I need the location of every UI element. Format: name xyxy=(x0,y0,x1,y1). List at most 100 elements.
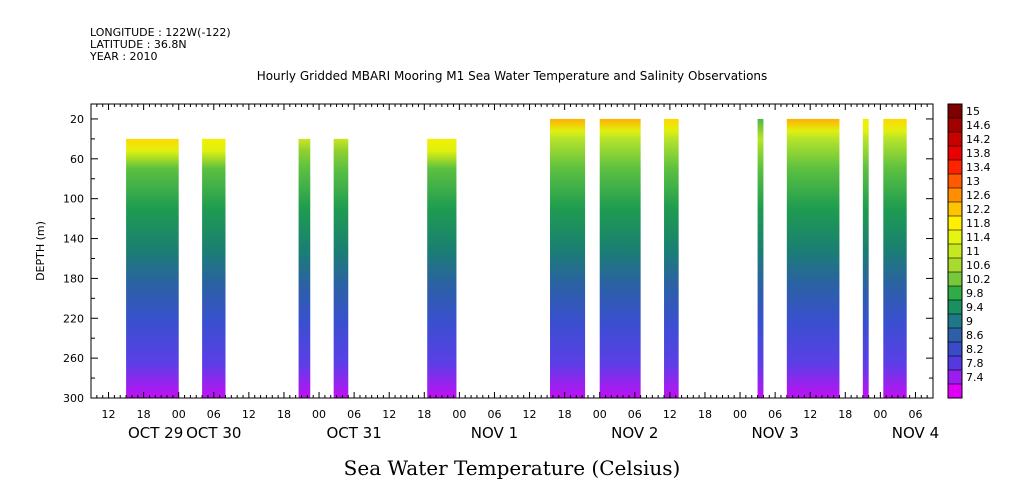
x-hour-label: 06 xyxy=(347,408,361,421)
x-hour-label: 18 xyxy=(558,408,572,421)
colorbar-swatch xyxy=(948,188,962,203)
colorbar-swatch xyxy=(948,132,962,147)
x-date-label: NOV 1 xyxy=(471,424,518,442)
colorbar-swatch xyxy=(948,356,962,371)
y-tick-label: 180 xyxy=(63,272,84,285)
colorbar-label: 9 xyxy=(966,315,973,328)
x-hour-label: 12 xyxy=(102,408,116,421)
x-hour-label: 18 xyxy=(137,408,151,421)
colorbar-swatch xyxy=(948,300,962,315)
colorbar-label: 7.4 xyxy=(966,371,984,384)
colorbar-label: 9.4 xyxy=(966,301,984,314)
axis-ticks: 12 18 00 06 12 18 00 06 12 18 00 06 12 18 00 06 12 18 00 06… xyxy=(63,104,939,442)
temperature-segment xyxy=(862,118,869,398)
temperature-segment xyxy=(550,118,586,398)
x-date-label: OCT 29 xyxy=(128,424,183,442)
colorbar-swatch xyxy=(948,104,962,119)
colorbar-label: 8.6 xyxy=(966,329,984,342)
x-hour-label: 18 xyxy=(417,408,431,421)
x-axis-label: Sea Water Temperature (Celsius) xyxy=(344,456,681,480)
colorbar-swatch xyxy=(948,314,962,329)
temperature-segment xyxy=(427,138,457,399)
colorbar-label: 13.8 xyxy=(966,147,991,160)
colorbar-label: 13 xyxy=(966,175,980,188)
temperature-segment xyxy=(757,118,764,398)
y-tick-label: 140 xyxy=(63,233,84,246)
year-label: YEAR : 2010 xyxy=(89,50,158,63)
colorbar-swatch xyxy=(948,244,962,259)
colorbar-swatch xyxy=(948,384,962,399)
x-hour-label: 18 xyxy=(277,408,291,421)
temperature-segment xyxy=(664,118,679,398)
x-hour-label: 12 xyxy=(242,408,256,421)
longitude-label: LONGITUDE : 122W(-122) xyxy=(90,26,231,39)
colorbar-label: 15 xyxy=(966,105,980,118)
colorbar-swatch xyxy=(948,328,962,343)
x-hour-label: 18 xyxy=(698,408,712,421)
x-hour-label: 00 xyxy=(452,408,466,421)
y-tick-label: 220 xyxy=(63,312,84,325)
temperature-segment xyxy=(126,138,179,399)
x-hour-label: 06 xyxy=(487,408,501,421)
x-hour-label: 00 xyxy=(593,408,607,421)
x-hour-label: 00 xyxy=(312,408,326,421)
colorbar-label: 10.6 xyxy=(966,259,991,272)
colorbar-label: 9.8 xyxy=(966,287,984,300)
x-hour-label: 00 xyxy=(873,408,887,421)
colorbar-swatch xyxy=(948,342,962,357)
x-hour-label: 06 xyxy=(768,408,782,421)
colorbar-swatch xyxy=(948,272,962,287)
y-tick-label: 260 xyxy=(63,352,84,365)
temperature-segment xyxy=(786,118,840,398)
colorbar-label: 12.2 xyxy=(966,203,991,216)
chart-title: Hourly Gridded MBARI Mooring M1 Sea Wate… xyxy=(257,69,768,83)
colorbar-label: 11.4 xyxy=(966,231,991,244)
colorbar-label: 8.2 xyxy=(966,343,984,356)
x-hour-label: 00 xyxy=(733,408,747,421)
y-tick-label: 20 xyxy=(70,113,84,126)
temperature-segments xyxy=(126,118,907,399)
colorbar-swatch xyxy=(948,216,962,231)
temperature-segment xyxy=(298,138,311,399)
x-hour-label: 12 xyxy=(523,408,537,421)
colorbar-label: 11 xyxy=(966,245,980,258)
colorbar-swatch xyxy=(948,118,962,133)
colorbar-label: 14.6 xyxy=(966,119,991,132)
y-axis-label: DEPTH (m) xyxy=(34,221,47,281)
x-hour-label: 06 xyxy=(628,408,642,421)
colorbar-swatch xyxy=(948,146,962,161)
colorbar-swatch xyxy=(948,230,962,245)
colorbar-label: 7.8 xyxy=(966,357,984,370)
y-tick-label: 100 xyxy=(63,193,84,206)
colorbar-swatch xyxy=(948,174,962,189)
y-tick-label: 60 xyxy=(70,153,84,166)
colorbar-swatch xyxy=(948,202,962,217)
x-date-label: NOV 4 xyxy=(892,424,939,442)
temperature-segment xyxy=(599,118,641,398)
colorbar-swatch xyxy=(948,258,962,273)
temperature-segment xyxy=(202,138,226,399)
temperature-segment xyxy=(883,118,907,398)
x-hour-label: 12 xyxy=(382,408,396,421)
temperature-segment xyxy=(333,138,349,399)
colorbar-label: 14.2 xyxy=(966,133,991,146)
x-date-label: NOV 2 xyxy=(611,424,658,442)
x-hour-label: 12 xyxy=(803,408,817,421)
x-hour-label: 18 xyxy=(838,408,852,421)
colorbar-label: 12.6 xyxy=(966,189,991,202)
x-hour-label: 06 xyxy=(908,408,922,421)
colorbar-label: 11.8 xyxy=(966,217,991,230)
colorbar-frame xyxy=(947,103,963,399)
y-tick-label: 300 xyxy=(63,392,84,405)
colorbar: 1514.614.213.813.41312.612.211.811.41110… xyxy=(947,103,991,399)
x-hour-label: 12 xyxy=(663,408,677,421)
colorbar-swatch xyxy=(948,286,962,301)
colorbar-label: 13.4 xyxy=(966,161,991,174)
x-hour-label: 06 xyxy=(207,408,221,421)
x-date-label: OCT 30 xyxy=(186,424,241,442)
latitude-label: LATITUDE : 36.8N xyxy=(90,38,187,51)
x-date-label: OCT 31 xyxy=(326,424,381,442)
colorbar-swatch xyxy=(948,370,962,385)
colorbar-swatch xyxy=(948,160,962,175)
